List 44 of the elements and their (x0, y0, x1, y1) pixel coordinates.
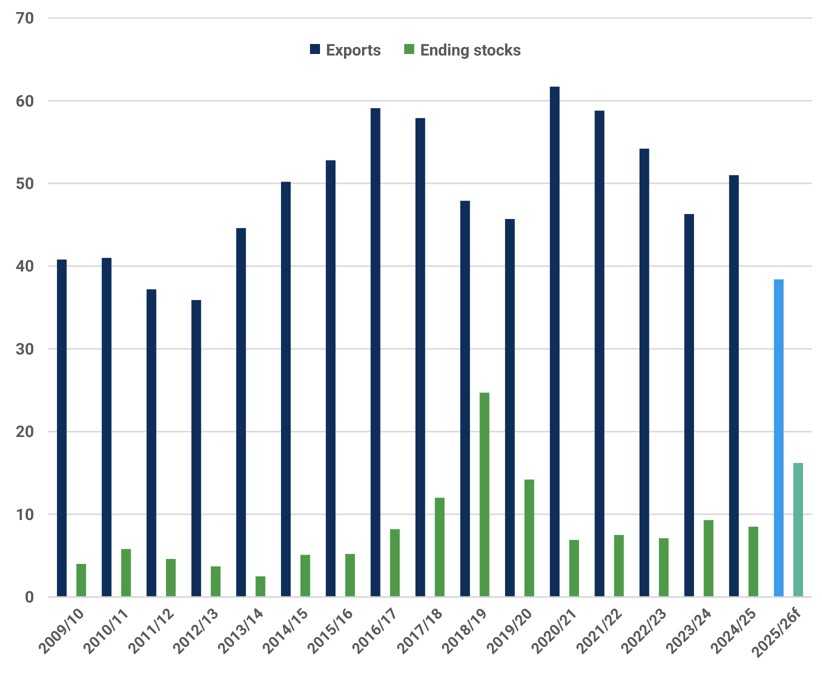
legend-label: Ending stocks (420, 40, 522, 60)
bar (415, 118, 426, 597)
bar (210, 566, 221, 597)
bar (569, 540, 579, 597)
y-tick-label: 40 (16, 256, 34, 276)
bar (480, 392, 490, 597)
bar (550, 86, 560, 597)
bar (505, 218, 515, 597)
bar (639, 148, 650, 597)
bar (524, 480, 534, 597)
bar (300, 554, 310, 597)
bar (729, 175, 739, 597)
bar (76, 564, 86, 597)
bar (326, 160, 336, 597)
legend-label: Exports (326, 40, 382, 60)
bar (774, 279, 784, 597)
y-tick-label: 30 (16, 339, 34, 358)
bar (370, 108, 380, 597)
bar (166, 558, 176, 597)
bar (281, 182, 291, 597)
bar (684, 214, 694, 597)
bar (146, 289, 156, 597)
bar (434, 498, 445, 597)
bar (102, 258, 112, 597)
y-tick-label: 10 (16, 504, 34, 524)
bar (658, 538, 669, 597)
bar (793, 463, 804, 597)
bar (614, 534, 624, 597)
bar (460, 200, 470, 597)
bar (236, 228, 246, 597)
bar (390, 529, 400, 597)
y-tick-label: 20 (16, 422, 34, 442)
y-tick-label: 60 (16, 91, 34, 110)
bar (345, 554, 355, 597)
bar (56, 260, 67, 597)
bar (191, 300, 202, 597)
bar (594, 110, 604, 597)
y-tick-label: 50 (16, 174, 34, 194)
bar (748, 526, 758, 597)
bar (704, 520, 714, 597)
y-tick-label: 0 (24, 588, 34, 607)
bar (256, 576, 266, 597)
bar (121, 549, 131, 597)
y-tick-label: 70 (16, 8, 34, 28)
